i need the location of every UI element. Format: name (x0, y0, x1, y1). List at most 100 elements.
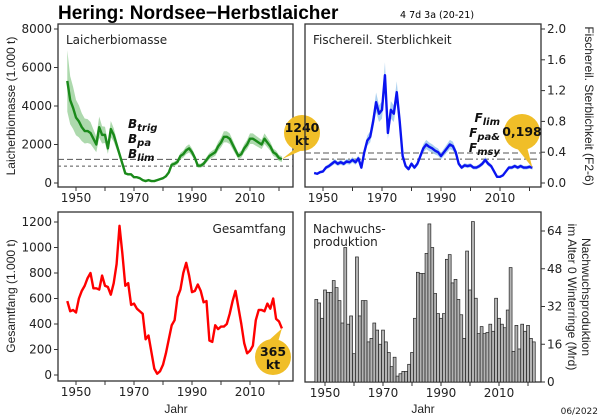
confidence-band (314, 62, 533, 178)
recruitment-bar (517, 348, 522, 383)
callout-pointer (267, 328, 282, 342)
y-tick-label: 0.4 (547, 145, 566, 159)
y-tick-label: 600 (29, 292, 52, 306)
panel-recruitment: Nachwuchsproduktion im Alter 0 Winterrin… (304, 211, 593, 416)
recruitment-bar (520, 323, 525, 383)
series-line (313, 73, 533, 179)
y-tick-label: 200 (29, 343, 52, 357)
recruitment-bar (398, 373, 403, 383)
recruitment-bar (529, 338, 533, 383)
recruitment-bar (531, 341, 536, 383)
y-tick-label: 0 (44, 368, 52, 382)
x-tick-label: 1990 (426, 191, 457, 205)
recruitment-bar (334, 287, 339, 383)
recruitment-bar (450, 282, 455, 383)
y-axis-label-line1: Nachwuchsproduktion (579, 238, 593, 356)
recruitment-bar (329, 291, 333, 383)
y-axis-label-line2: im Alter 0 Winterringe (Mrd) (565, 224, 579, 371)
panel-title: Laicherbiomasse (66, 33, 167, 47)
panel-fishing-mortality: Fischereil. Sterblichkeit Fischereil. St… (304, 22, 596, 205)
recruitment-bar (494, 297, 498, 383)
x-tick-label: 2010 (235, 385, 266, 399)
confidence-band (67, 50, 282, 182)
y-tick-label: 48 (547, 262, 562, 276)
reference-label: Bpa (128, 132, 151, 149)
recruitment-bar (413, 317, 417, 383)
x-tick-label: 1950 (308, 191, 339, 205)
recruitment-bar (375, 329, 380, 383)
x-tick-label: 1970 (119, 385, 150, 399)
callout-pointer (281, 148, 307, 160)
recruitment-bar (378, 343, 382, 383)
recruitment-bar (317, 302, 322, 383)
series-line (66, 224, 284, 375)
x-axis-label: Jahr (164, 402, 187, 416)
recruitment-bar (320, 317, 324, 383)
x-tick-label: 1990 (177, 385, 208, 399)
recruitment-bar (421, 273, 426, 383)
y-tick-label: 1.2 (547, 84, 566, 98)
recruitment-bar (314, 299, 319, 383)
recruitment-bar (488, 323, 493, 383)
recruitment-bar (445, 258, 449, 383)
recruitment-bar (497, 317, 501, 383)
recruitment-bar (392, 356, 397, 383)
callout-bubble (255, 339, 291, 375)
callout-pointer (516, 147, 533, 168)
recruitment-bar (485, 332, 490, 383)
recruitment-bar (389, 366, 394, 383)
y-tick-label: 0 (44, 176, 52, 190)
x-tick-label: 2010 (484, 386, 515, 400)
callout-value: 1240 (285, 120, 320, 135)
recruitment-bar (343, 247, 348, 383)
panel-total-catch: Gesamtfang Gesamtfang (1.000 t) Jahr 0 20… (4, 211, 294, 416)
y-tick-label: 2.0 (547, 22, 566, 36)
x-tick-label: 2010 (485, 191, 516, 205)
recruitment-bar (416, 271, 420, 383)
series-line (66, 80, 283, 183)
y-tick-label: 1000 (21, 241, 52, 255)
y-tick-label: 6000 (21, 61, 52, 75)
recruitment-bar (462, 338, 467, 383)
y-tick-label: 0.0 (547, 176, 566, 190)
recruitment-bar (363, 300, 368, 383)
y-tick-label: 64 (547, 224, 562, 238)
y-axis-label: Laicherbiomasse (1.000 t) (4, 37, 18, 176)
reference-label: Btrig (128, 117, 157, 134)
recruitment-bar (384, 341, 388, 383)
recruitment-bar (349, 315, 353, 383)
y-tick-label: 32 (547, 300, 562, 314)
y-tick-label: 8000 (21, 22, 52, 36)
y-tick-label: 4000 (21, 99, 52, 113)
x-axis-label: Jahr (411, 402, 434, 416)
reference-label: Blim (128, 147, 154, 164)
recruitment-bar (465, 250, 469, 383)
recruitment-bar (387, 352, 391, 383)
callout-value: 365 (260, 344, 286, 359)
recruitment-bar (372, 322, 377, 383)
recruitment-bar (418, 273, 423, 383)
recruitment-bar (500, 323, 504, 383)
recruitment-bar (436, 313, 440, 383)
recruitment-bar (395, 375, 400, 383)
recruitment-bar (442, 313, 446, 383)
recruitment-bar (381, 329, 385, 383)
figure-title: Hering: Nordsee−Herbstlaicher (58, 3, 339, 24)
reference-label: Fmsy (469, 141, 501, 158)
figure-subtitle: 4 7d 3a (20-21) (400, 10, 474, 21)
y-tick-label: 1.6 (547, 53, 566, 67)
recruitment-bar (404, 371, 409, 383)
callout-bubble (504, 114, 540, 150)
reference-label: Fpa& (469, 126, 500, 143)
recruitment-bar (355, 256, 359, 383)
recruitment-bar (346, 323, 351, 383)
recruitment-bar (447, 254, 452, 383)
recruitment-bar (508, 267, 513, 383)
recruitment-bar (352, 353, 356, 383)
recruitment-bar (476, 333, 481, 383)
recruitment-bar (511, 350, 516, 383)
recruitment-bar (358, 315, 362, 383)
recruitment-bar (331, 280, 336, 383)
recruitment-bar (523, 330, 527, 383)
recruitment-bar (482, 333, 487, 383)
